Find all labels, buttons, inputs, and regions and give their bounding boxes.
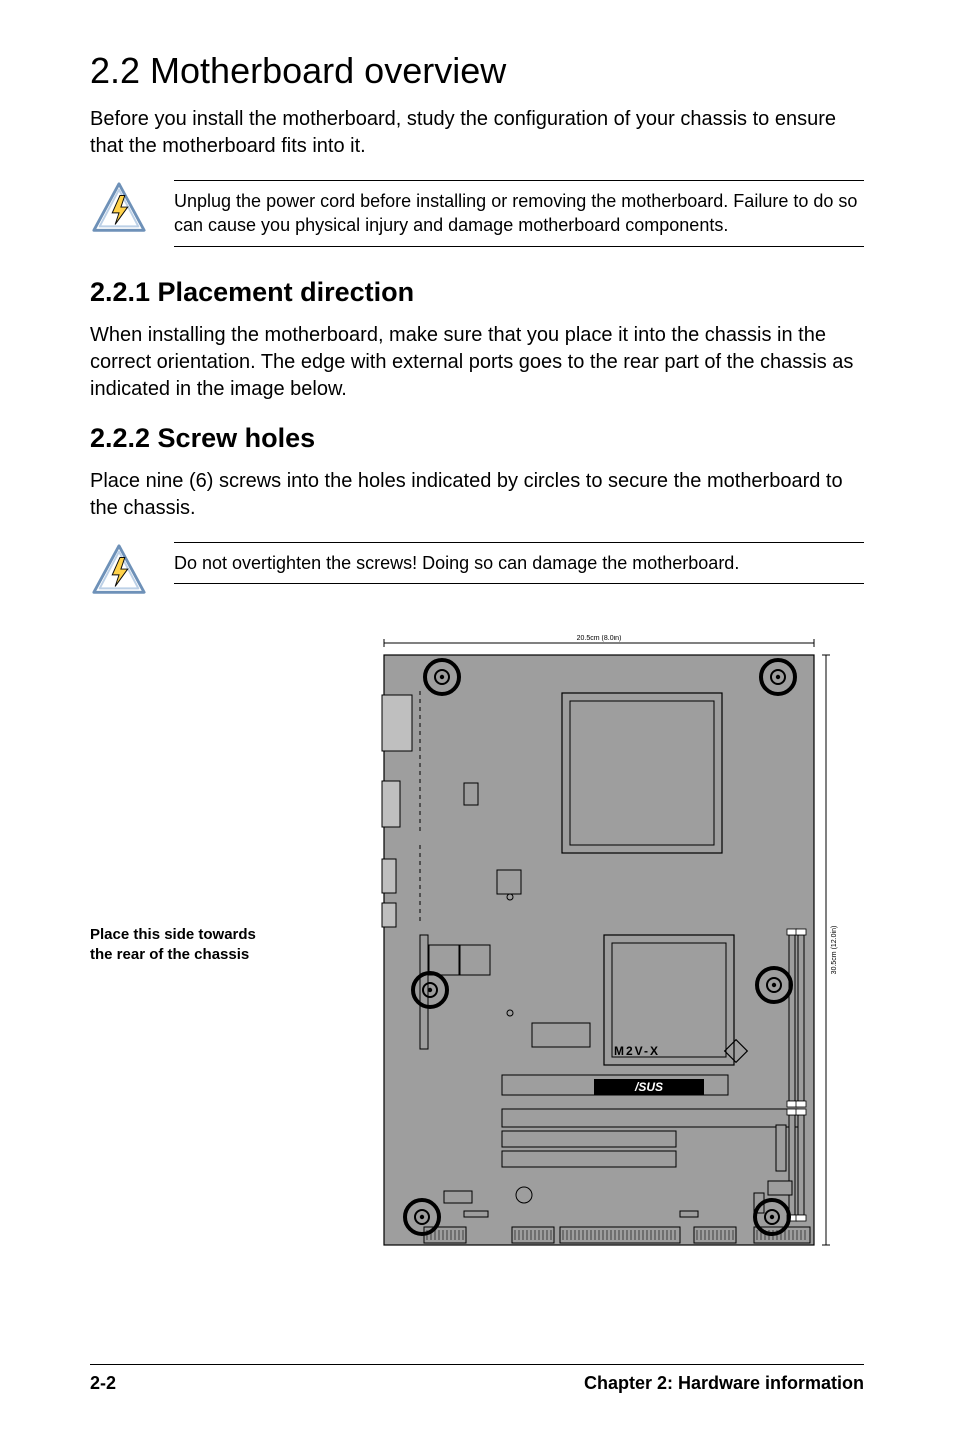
motherboard-diagram: 20.5cm (8.0in) 30.5cm (12.0in) M2V-X/SUS (324, 635, 864, 1255)
intro-paragraph: Before you install the motherboard, stud… (90, 106, 864, 160)
footer-page-number: 2-2 (90, 1373, 116, 1394)
callout-overtighten-text: Do not overtighten the screws! Doing so … (174, 542, 864, 584)
callout-overtighten: Do not overtighten the screws! Doing so … (90, 542, 864, 605)
svg-text:20.5cm (8.0in): 20.5cm (8.0in) (577, 635, 622, 642)
subsection-b-paragraph: Place nine (6) screws into the holes ind… (90, 468, 864, 522)
warning-icon (90, 180, 148, 243)
callout-unplug: Unplug the power cord before installing … (90, 180, 864, 247)
subsection-b-title: 2.2.2 Screw holes (90, 423, 864, 454)
svg-text:M2V-X: M2V-X (614, 1044, 660, 1058)
subsection-a-title: 2.2.1 Placement direction (90, 277, 864, 308)
footer-chapter-label: Chapter 2: Hardware information (584, 1373, 864, 1394)
callout-unplug-text: Unplug the power cord before installing … (174, 180, 864, 247)
subsection-a-paragraph: When installing the motherboard, make su… (90, 322, 864, 403)
mb-side-label-line1: Place this side towards (90, 925, 296, 945)
warning-icon (90, 542, 148, 605)
svg-text:/SUS: /SUS (634, 1080, 663, 1094)
mb-side-label-line2: the rear of the chassis (90, 945, 296, 965)
svg-text:30.5cm (12.0in): 30.5cm (12.0in) (831, 925, 838, 974)
section-title: 2.2 Motherboard overview (90, 50, 864, 92)
page-footer: 2-2 Chapter 2: Hardware information (90, 1364, 864, 1394)
motherboard-figure: Place this side towards the rear of the … (90, 635, 864, 1255)
